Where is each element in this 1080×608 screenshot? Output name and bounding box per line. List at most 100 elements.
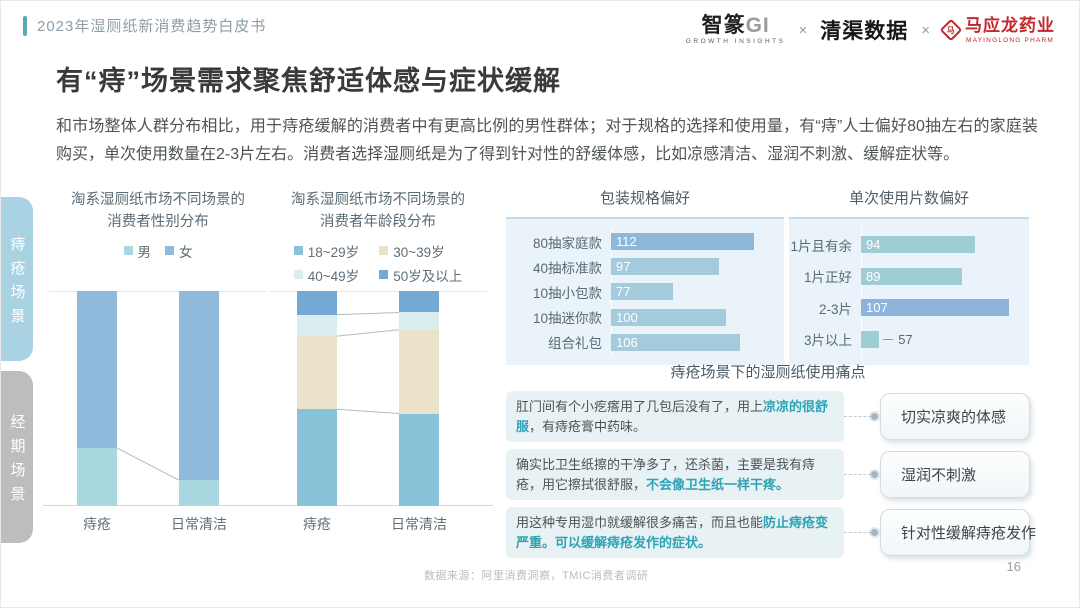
intro-paragraph: 和市场整体人群分布相比，用于痔疮缓解的消费者中有更高比例的男性群体；对于规格的选… — [56, 118, 1038, 163]
bar-track: 57 — [861, 330, 1017, 348]
bar-value: 100 — [616, 309, 638, 325]
legend-area: 18~29岁 30~39岁 40~49岁 50岁及以上 — [269, 241, 487, 285]
plot-area — [263, 290, 493, 506]
bar-category-label: 2-3片 — [818, 301, 852, 317]
bar-track: 89 — [861, 267, 1017, 285]
benefit-label: 针对性缓解痔疮发作 — [880, 509, 1036, 556]
bar-segment — [297, 290, 337, 315]
x-axis-line — [43, 504, 273, 506]
bar-row: 1片正好 89 — [789, 266, 1017, 286]
connector-dashed-line — [844, 416, 871, 417]
chart-title-line: 消费者年龄段分布 — [320, 214, 436, 231]
quote-highlight: 防止痔疮变严重。可以缓解痔疮发作的症状。 — [516, 515, 829, 550]
zhizhuan-logo-suffix: GI — [745, 14, 770, 37]
chart-title: 包装规格偏好 — [599, 190, 690, 207]
axis-category-label: 日常清洁 — [391, 515, 447, 532]
bar-row: 40抽标准款 97 — [506, 257, 772, 277]
pain-point-row: 肛门间有个小疙瘩用了几包后没有了，用上凉凉的很舒服，有痔疮膏中药味。 切实凉爽的体… — [506, 391, 1030, 442]
page-title: 有“痔”场景需求聚焦舒适体感与症状缓解 — [56, 66, 561, 96]
zhizhuan-logo-name: 智篆 — [701, 14, 746, 37]
connector-line — [336, 408, 400, 414]
chart-title: 单次使用片数偏好 — [848, 190, 969, 207]
legend-label: 女 — [179, 244, 193, 260]
chart-title: 淘系湿厕纸市场不同场景的 消费者年龄段分布 — [269, 189, 487, 234]
consumer-quote-text: 确实比卫生纸擦的干净多了，还杀菌，主要是我有痔疮，用它擦拭很舒服，不会像卫生纸一… — [516, 455, 834, 494]
bar: 77 — [611, 283, 674, 301]
bar-segment — [399, 290, 439, 313]
chart-title: 淘系湿厕纸市场不同场景的 消费者性别分布 — [49, 189, 267, 234]
page-number: 16 — [1006, 559, 1021, 574]
value-leader-line — [883, 338, 894, 340]
legend-label: 男 — [137, 244, 152, 260]
gridline-100pct — [269, 290, 487, 292]
side-tab-period-scene[interactable]: 经期场景 — [1, 371, 33, 543]
bar-track: 106 — [611, 333, 772, 351]
bar-segment — [179, 290, 219, 481]
bar-segment — [399, 312, 439, 330]
bar: 100 — [611, 308, 726, 326]
bar: 97 — [611, 258, 720, 276]
bar: 106 — [611, 333, 740, 351]
legend-swatch-icon — [379, 270, 389, 280]
chart-panel: 80抽家庭款 112 40抽标准款 97 10抽小包款 77 10抽迷你款 100 组合礼包 10… — [506, 217, 784, 365]
connector-dot-icon — [871, 413, 878, 420]
bar-segment — [297, 314, 337, 337]
legend-item: 50岁及以上 — [379, 265, 462, 285]
side-tab-hemorrhoid-scene[interactable]: 痔疮场景 — [1, 197, 33, 361]
chart-gender-distribution: 淘系湿厕纸市场不同场景的 消费者性别分布男女痔疮 日常清洁 — [43, 189, 273, 536]
bar-track: 112 — [611, 233, 772, 251]
bar: 112 — [611, 233, 754, 251]
connector-dot-icon — [871, 529, 878, 536]
x-axis-labels: 痔疮 日常清洁 — [269, 514, 487, 536]
x-axis-line — [263, 504, 493, 506]
bar-track: 97 — [611, 258, 772, 276]
legend-swatch-icon — [165, 246, 174, 256]
legend-item: 40~49岁 — [293, 265, 360, 285]
bar-segment — [297, 336, 337, 410]
axis-category-label: 痔疮 — [303, 515, 331, 532]
bar-segment — [399, 329, 439, 414]
chart-title-line: 消费者性别分布 — [107, 214, 209, 231]
bar: 89 — [861, 267, 963, 285]
chart-pieces-preference: 单次使用片数偏好 1片且有余 94 1片正好 89 2-3片 107 3片以上 57 — [789, 187, 1029, 365]
bar-track: 100 — [611, 308, 772, 326]
connector-dashed-line — [844, 532, 871, 533]
mayinglong-logo: 马 马应龙药业 MAYINGLONG PHARM — [939, 17, 1055, 45]
bar-row: 10抽小包款 77 — [506, 282, 772, 302]
legend-area: 男女 — [49, 241, 267, 285]
bar-value: 77 — [616, 284, 631, 300]
bar-category-label: 80抽家庭款 — [532, 235, 602, 251]
legend-label: 30~39岁 — [393, 244, 445, 260]
bar-segment — [179, 480, 219, 506]
quote-highlight: 凉凉的很舒服 — [516, 399, 829, 434]
stacked-bar — [179, 290, 219, 506]
zhizhuan-logo-subtitle: GROWTH INSIGHTS — [685, 38, 786, 45]
pain-points-title: 痔疮场景下的湿厕纸使用痛点 — [670, 364, 866, 381]
accent-bar-icon — [23, 15, 27, 36]
consumer-quote: 确实比卫生纸擦的干净多了，还杀菌，主要是我有痔疮，用它擦拭很舒服，不会像卫生纸一… — [506, 449, 844, 500]
benefit-label: 湿润不刺激 — [880, 451, 1030, 498]
legend-swatch-icon — [293, 270, 303, 280]
stacked-bar — [297, 290, 337, 506]
pain-point-row: 用这种专用湿巾就缓解很多痛苦，而且也能防止痔疮变严重。可以缓解痔疮发作的症状。 针… — [506, 507, 1036, 558]
legend-item: 女 — [165, 241, 193, 261]
chart-package-preference: 包装规格偏好 80抽家庭款 112 40抽标准款 97 10抽小包款 77 10抽迷你款 100… — [506, 187, 784, 365]
legend-label: 40~49岁 — [307, 268, 360, 284]
legend-label: 50岁及以上 — [393, 268, 463, 284]
bar-row: 组合礼包 106 — [506, 332, 772, 352]
breadcrumb-text: 2023年湿厕纸新消费趋势白皮书 — [37, 18, 267, 35]
bar-category-label: 1片且有余 — [790, 238, 852, 254]
bar-segment — [77, 290, 117, 448]
x-axis-labels: 痔疮 日常清洁 — [49, 514, 267, 536]
chart-panel: 1片且有余 94 1片正好 89 2-3片 107 3片以上 57 — [789, 217, 1029, 365]
bar-row: 1片且有余 94 — [789, 235, 1017, 255]
bar-category-label: 组合礼包 — [548, 336, 602, 352]
bar-row: 2-3片 107 — [789, 298, 1017, 318]
legend-swatch-icon — [123, 246, 133, 256]
zhizhuan-logo: 智篆GI GROWTH INSIGHTS — [686, 15, 786, 46]
gridline-100pct — [49, 290, 267, 292]
chart-age-distribution: 淘系湿厕纸市场不同场景的 消费者年龄段分布 18~29岁 30~39岁 40~49岁 50… — [263, 189, 493, 536]
benefit-label: 切实凉爽的体感 — [880, 393, 1030, 440]
bar-value: 94 — [866, 237, 881, 253]
